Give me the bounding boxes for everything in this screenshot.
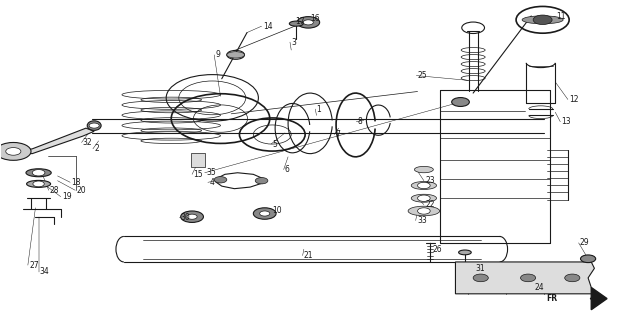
Text: 15: 15	[193, 170, 203, 179]
Text: 6: 6	[285, 165, 290, 174]
Ellipse shape	[459, 250, 471, 255]
Text: 10: 10	[272, 206, 282, 215]
Text: 17: 17	[296, 17, 305, 26]
Text: 30: 30	[180, 213, 191, 222]
Text: 31: 31	[475, 264, 486, 273]
Text: 12: 12	[569, 95, 579, 104]
Ellipse shape	[408, 206, 440, 216]
Circle shape	[180, 211, 203, 222]
Circle shape	[260, 211, 270, 216]
Text: 35: 35	[206, 168, 216, 177]
Ellipse shape	[411, 194, 437, 202]
Text: 29: 29	[580, 238, 589, 247]
Text: 34: 34	[40, 267, 49, 276]
Text: 25: 25	[418, 71, 427, 80]
Circle shape	[418, 208, 430, 214]
Ellipse shape	[26, 169, 51, 177]
Text: 28: 28	[50, 186, 60, 195]
Text: 1: 1	[316, 105, 322, 114]
Text: 32: 32	[83, 138, 92, 147]
Circle shape	[580, 255, 596, 263]
Circle shape	[520, 274, 536, 282]
Text: 27: 27	[29, 261, 39, 270]
Text: 19: 19	[62, 192, 72, 201]
Circle shape	[255, 178, 268, 184]
Text: 18: 18	[72, 178, 81, 187]
Circle shape	[297, 17, 320, 28]
Circle shape	[253, 208, 276, 219]
Text: 7: 7	[335, 130, 341, 139]
Ellipse shape	[87, 121, 101, 130]
Circle shape	[214, 177, 227, 183]
Circle shape	[533, 15, 552, 25]
Bar	[191, 153, 205, 167]
Ellipse shape	[289, 21, 303, 26]
Ellipse shape	[415, 166, 434, 173]
Circle shape	[187, 214, 197, 219]
Circle shape	[473, 274, 488, 282]
Text: 33: 33	[417, 216, 427, 225]
Text: 5: 5	[272, 140, 277, 148]
Text: 23: 23	[425, 176, 435, 185]
Text: 24: 24	[534, 283, 544, 292]
Text: 14: 14	[263, 22, 272, 31]
Text: 3: 3	[291, 38, 296, 47]
Text: 4: 4	[209, 178, 214, 187]
Text: 20: 20	[77, 186, 86, 195]
Circle shape	[6, 148, 21, 155]
Text: FR: FR	[546, 294, 558, 303]
Circle shape	[0, 142, 31, 160]
Polygon shape	[456, 262, 594, 294]
Ellipse shape	[27, 180, 51, 188]
Text: 26: 26	[432, 245, 442, 254]
Circle shape	[418, 182, 430, 189]
Text: 21: 21	[304, 251, 313, 260]
Polygon shape	[591, 287, 607, 310]
Text: 11: 11	[556, 12, 566, 21]
Circle shape	[32, 170, 45, 176]
Text: 13: 13	[561, 117, 571, 126]
Ellipse shape	[522, 16, 563, 24]
Circle shape	[33, 181, 44, 187]
Circle shape	[303, 20, 313, 25]
Circle shape	[418, 195, 430, 201]
Circle shape	[452, 98, 469, 107]
Text: 8: 8	[358, 117, 362, 126]
Text: 22: 22	[425, 200, 435, 209]
Polygon shape	[10, 128, 94, 154]
Text: 2: 2	[94, 144, 99, 153]
Ellipse shape	[411, 181, 437, 189]
Circle shape	[565, 274, 580, 282]
Text: 16: 16	[310, 14, 320, 23]
Text: 9: 9	[215, 50, 220, 59]
Circle shape	[89, 123, 99, 128]
Ellipse shape	[227, 52, 244, 58]
